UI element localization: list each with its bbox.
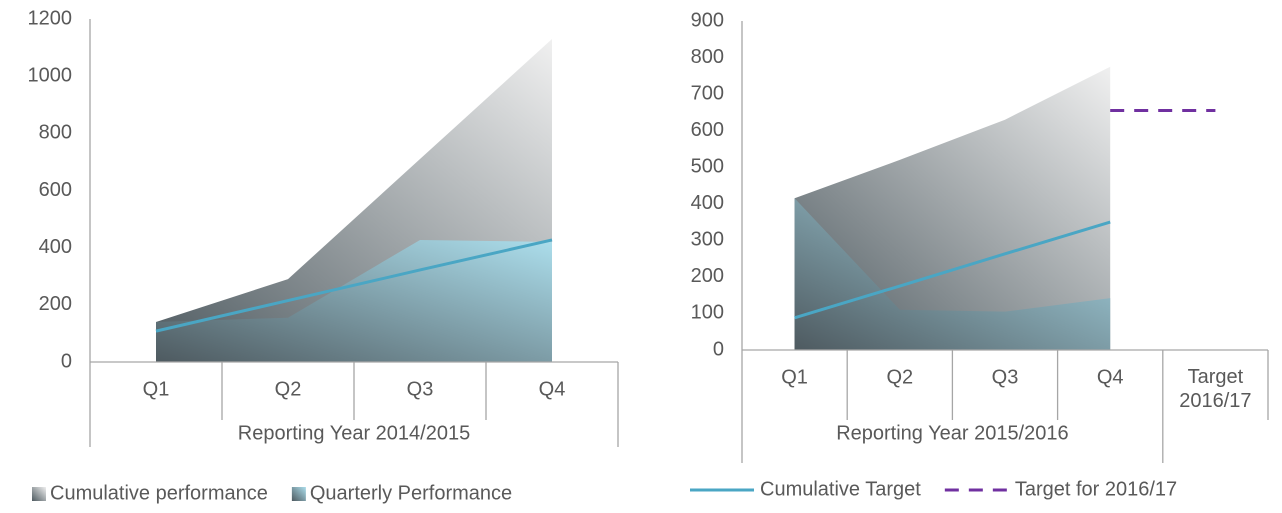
y-tick-label: 600 bbox=[39, 179, 72, 201]
group-label: Reporting Year 2015/2016 bbox=[836, 422, 1068, 444]
y-tick-label: 400 bbox=[39, 236, 72, 258]
line bbox=[794, 220, 1111, 320]
area bbox=[794, 66, 1111, 350]
x-tick-label: Q4 bbox=[539, 378, 566, 400]
y-tick-label: 0 bbox=[713, 338, 724, 360]
y-tick-label: 200 bbox=[691, 265, 724, 287]
y-tick-label: 1000 bbox=[28, 64, 73, 86]
y-tick-label: 400 bbox=[691, 192, 724, 214]
x-tick-label: Q4 bbox=[1097, 366, 1124, 388]
x-tick-label: Q3 bbox=[407, 378, 434, 400]
legend-swatch bbox=[291, 487, 306, 501]
x-tick-label: Q3 bbox=[992, 366, 1019, 388]
area bbox=[156, 239, 552, 362]
group-label: Reporting Year 2014/2015 bbox=[238, 422, 470, 444]
x-tick-label: Q2 bbox=[275, 378, 302, 400]
y-tick-label: 500 bbox=[691, 156, 724, 178]
line bbox=[155, 238, 553, 333]
y-tick-label: 0 bbox=[61, 350, 72, 372]
legend-label: Quarterly Performance bbox=[310, 482, 512, 504]
y-tick-label: 100 bbox=[691, 302, 724, 324]
y-tick-label: 300 bbox=[691, 229, 724, 251]
y-tick-label: 800 bbox=[39, 122, 72, 144]
y-tick-label: 1200 bbox=[28, 7, 73, 29]
x-tick-label: Q2 bbox=[886, 366, 913, 388]
y-tick-label: 800 bbox=[691, 46, 724, 68]
y-tick-label: 600 bbox=[691, 119, 724, 141]
area bbox=[794, 198, 1111, 350]
y-tick-label: 200 bbox=[39, 293, 72, 315]
legend-label: Cumulative performance bbox=[50, 482, 268, 504]
x-tick-label: Q1 bbox=[781, 366, 808, 388]
legend-label: Target for 2016/17 bbox=[1015, 478, 1177, 500]
legend-swatch bbox=[32, 487, 46, 501]
x-tick-label: Target 2016/17 bbox=[1179, 366, 1251, 412]
y-tick-label: 900 bbox=[691, 9, 724, 31]
legend-label: Cumulative Target bbox=[760, 478, 921, 500]
x-tick-label: Q1 bbox=[143, 378, 170, 400]
y-tick-label: 700 bbox=[691, 82, 724, 104]
